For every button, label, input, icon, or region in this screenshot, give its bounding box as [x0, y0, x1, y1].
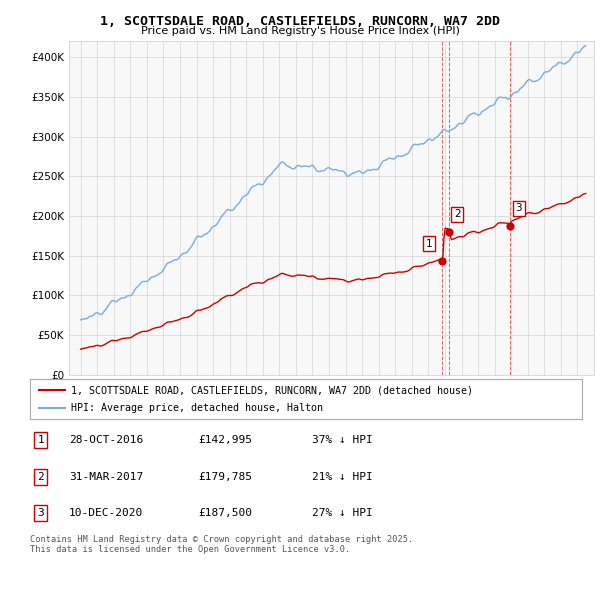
Text: 2: 2	[454, 209, 461, 219]
Text: HPI: Average price, detached house, Halton: HPI: Average price, detached house, Halt…	[71, 404, 323, 414]
Text: 3: 3	[37, 509, 44, 518]
Text: 28-OCT-2016: 28-OCT-2016	[69, 435, 143, 445]
Point	[444, 227, 454, 237]
Text: 37% ↓ HPI: 37% ↓ HPI	[312, 435, 373, 445]
Text: 3: 3	[515, 204, 522, 214]
Point	[437, 257, 447, 266]
Text: 2: 2	[37, 472, 44, 481]
Text: 21% ↓ HPI: 21% ↓ HPI	[312, 472, 373, 481]
Text: £187,500: £187,500	[198, 509, 252, 518]
Text: 1: 1	[425, 239, 432, 249]
Text: £142,995: £142,995	[198, 435, 252, 445]
Text: 1: 1	[37, 435, 44, 445]
Text: £179,785: £179,785	[198, 472, 252, 481]
Text: 10-DEC-2020: 10-DEC-2020	[69, 509, 143, 518]
Text: Price paid vs. HM Land Registry's House Price Index (HPI): Price paid vs. HM Land Registry's House …	[140, 26, 460, 36]
Point	[506, 221, 515, 231]
Text: Contains HM Land Registry data © Crown copyright and database right 2025.
This d: Contains HM Land Registry data © Crown c…	[30, 535, 413, 554]
Text: 27% ↓ HPI: 27% ↓ HPI	[312, 509, 373, 518]
Text: 1, SCOTTSDALE ROAD, CASTLEFIELDS, RUNCORN, WA7 2DD (detached house): 1, SCOTTSDALE ROAD, CASTLEFIELDS, RUNCOR…	[71, 385, 473, 395]
Text: 31-MAR-2017: 31-MAR-2017	[69, 472, 143, 481]
Text: 1, SCOTTSDALE ROAD, CASTLEFIELDS, RUNCORN, WA7 2DD: 1, SCOTTSDALE ROAD, CASTLEFIELDS, RUNCOR…	[100, 15, 500, 28]
